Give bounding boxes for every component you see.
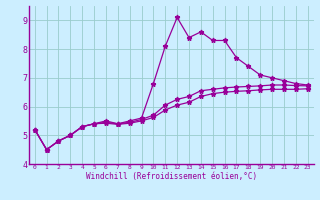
X-axis label: Windchill (Refroidissement éolien,°C): Windchill (Refroidissement éolien,°C) xyxy=(86,172,257,181)
